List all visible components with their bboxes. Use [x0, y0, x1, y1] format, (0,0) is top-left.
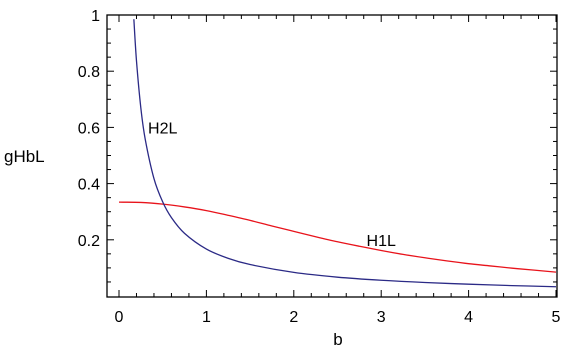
x-tick-label: 2 [289, 309, 298, 326]
y-tick-label: 0.8 [78, 64, 100, 81]
y-tick-label: 1 [91, 8, 100, 25]
curve-label-h1l: H1L [367, 233, 396, 250]
x-tick-label: 4 [464, 309, 473, 326]
x-tick-label: 3 [377, 309, 386, 326]
y-axis-label: gHbL [4, 147, 45, 166]
x-tick-label: 1 [202, 309, 211, 326]
series-line-h1l [118, 201, 557, 273]
plot-frame [106, 14, 558, 298]
y-tick-label: 0.6 [78, 120, 100, 137]
series-line-h2l [133, 19, 557, 288]
x-tick-label: 0 [115, 309, 124, 326]
curve-label-h2l: H2L [148, 120, 177, 137]
x-tick-label: 5 [552, 309, 561, 326]
y-tick-label: 0.2 [78, 233, 100, 250]
x-axis-label: b [333, 330, 342, 349]
text-labels: 0 1 2 3 4 5 0.2 0.4 0.6 0.8 1 H2L H1L [78, 8, 561, 326]
tick-marks [107, 14, 557, 297]
y-tick-label: 0.4 [78, 177, 100, 194]
series-lines [118, 19, 557, 288]
